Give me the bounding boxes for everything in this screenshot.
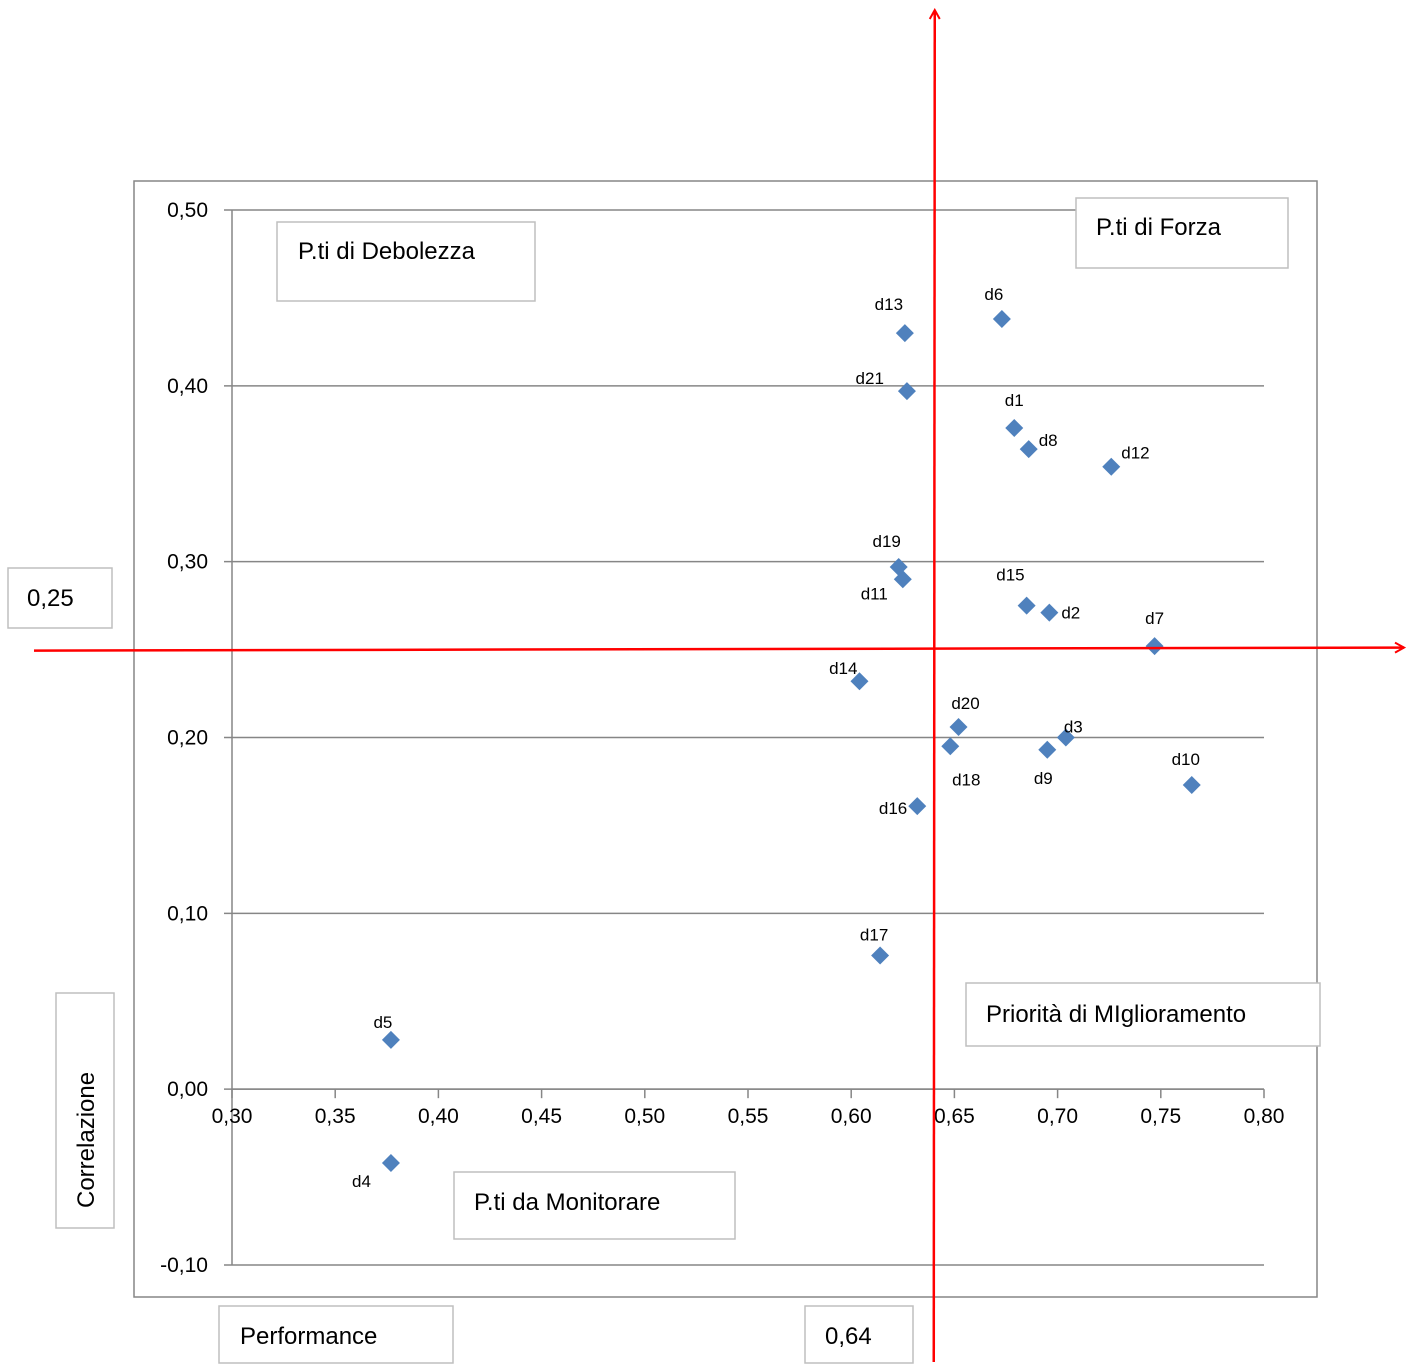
svg-text:P.ti di Debolezza: P.ti di Debolezza <box>298 238 476 265</box>
x-tick-label: 0,65 <box>934 1105 975 1128</box>
svg-text:Performance: Performance <box>240 1323 377 1350</box>
axes <box>231 210 1265 1265</box>
data-label: d2 <box>1061 604 1080 623</box>
data-label: d4 <box>352 1172 371 1191</box>
data-label: d13 <box>875 295 903 314</box>
x-tick-label: 0,75 <box>1140 1105 1181 1128</box>
svg-text:0,64: 0,64 <box>825 1323 872 1350</box>
quadrant-label-top-left: P.ti di Debolezza <box>276 221 536 302</box>
svg-text:P.ti da Monitorare: P.ti da Monitorare <box>474 1189 660 1216</box>
data-point-d8 <box>1019 440 1038 459</box>
svg-text:Correlazione: Correlazione <box>73 1072 100 1208</box>
data-point-d2 <box>1040 603 1059 622</box>
quadrant-label-bottom-left: P.ti da Monitorare <box>453 1171 736 1240</box>
data-label: d20 <box>951 694 979 713</box>
data-point-d7 <box>1145 637 1164 656</box>
data-point-d12 <box>1102 457 1121 476</box>
data-label: d7 <box>1145 609 1164 628</box>
data-point-d15 <box>1017 596 1036 615</box>
data-label: d8 <box>1039 431 1058 450</box>
data-point-d18 <box>941 737 960 756</box>
y-tick-label: 0,10 <box>167 902 208 925</box>
data-points: d1 d2 d3 d4 d5 d6 d7 d8 d9 d10 d11 d12 d13 d14 d15 d16 d… <box>352 285 1201 1191</box>
x-tick-label: 0,70 <box>1037 1105 1078 1128</box>
reference-x-value-box: 0,64 <box>804 1305 914 1364</box>
data-label: d6 <box>984 285 1003 304</box>
data-label: d5 <box>373 1013 392 1032</box>
reference-line-horizontal <box>33 648 1404 651</box>
data-point-d9 <box>1038 740 1057 759</box>
data-label: d21 <box>856 369 884 388</box>
y-tick-label: 0,30 <box>167 551 208 574</box>
y-tick-label: 0,00 <box>167 1078 208 1101</box>
data-label: d19 <box>872 532 900 551</box>
x-axis-title: Performance <box>218 1305 454 1364</box>
data-point-d6 <box>992 310 1011 329</box>
x-tick-label: 0,35 <box>315 1105 356 1128</box>
quadrant-label-bottom-right: Priorità di MIglioramento <box>965 982 1321 1047</box>
data-label: d14 <box>829 659 857 678</box>
data-label: d15 <box>996 566 1024 585</box>
data-point-d19 <box>889 557 908 576</box>
data-label: d17 <box>860 926 888 945</box>
reference-line-vertical <box>934 10 935 1363</box>
chart-area-border <box>133 180 1318 1298</box>
y-tick-label: 0,20 <box>167 727 208 750</box>
x-tick-labels: 0,30 0,35 0,40 0,45 0,50 0,55 0,60 0,65 0,70 0,75… <box>212 1105 1285 1128</box>
x-tick-label: 0,30 <box>212 1105 253 1128</box>
quadrant-label-top-right: P.ti di Forza <box>1075 197 1289 269</box>
y-tick-label: 0,50 <box>167 199 208 222</box>
data-point-d3 <box>1056 728 1075 747</box>
data-point-d16 <box>908 797 927 816</box>
data-point-d13 <box>895 324 914 343</box>
x-tick-label: 0,50 <box>624 1105 665 1128</box>
data-label: d1 <box>1005 391 1024 410</box>
data-label: d9 <box>1034 769 1053 788</box>
data-label: d3 <box>1064 718 1083 737</box>
x-tick-label: 0,40 <box>418 1105 459 1128</box>
reference-y-value-box: 0,25 <box>7 567 113 629</box>
data-point-d1 <box>1005 419 1024 438</box>
x-tick-label: 0,55 <box>728 1105 769 1128</box>
data-point-d5 <box>381 1030 400 1049</box>
x-tick-label: 0,45 <box>521 1105 562 1128</box>
svg-text:Priorità di MIglioramento: Priorità di MIglioramento <box>986 1001 1246 1028</box>
data-label: d10 <box>1172 750 1200 769</box>
data-label: d12 <box>1121 444 1149 463</box>
data-label: d16 <box>879 799 907 818</box>
y-tick-labels: -0,10 0,00 0,10 0,20 0,30 0,40 0,50 <box>160 199 208 1277</box>
data-point-d20 <box>949 717 968 736</box>
data-label: d18 <box>952 770 980 789</box>
x-tick-label: 0,60 <box>831 1105 872 1128</box>
y-axis-title: Correlazione <box>55 992 115 1229</box>
svg-text:0,25: 0,25 <box>27 585 74 612</box>
y-tick-label: -0,10 <box>160 1254 208 1277</box>
data-point-d17 <box>871 946 890 965</box>
data-point-d4 <box>381 1154 400 1173</box>
data-label: d11 <box>861 584 888 603</box>
data-point-d10 <box>1182 775 1201 794</box>
svg-text:P.ti di Forza: P.ti di Forza <box>1096 214 1222 241</box>
x-tick-label: 0,80 <box>1244 1105 1285 1128</box>
y-tick-label: 0,40 <box>167 375 208 398</box>
data-point-d21 <box>897 382 916 401</box>
data-point-d14 <box>850 672 869 691</box>
